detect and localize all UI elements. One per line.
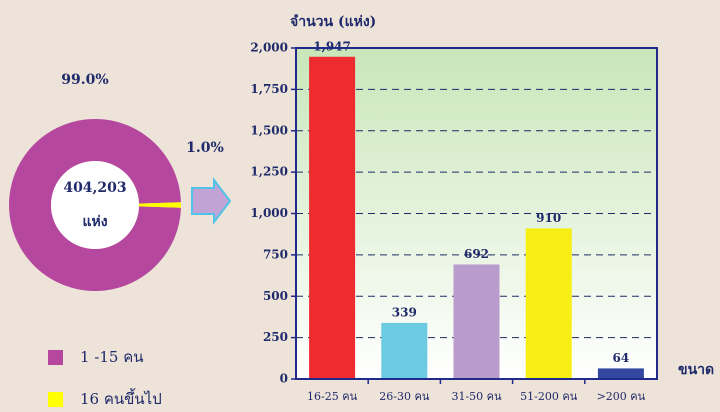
x-tick-label: 31-50 คน	[451, 390, 502, 403]
x-tick-label: 16-25 คน	[307, 390, 358, 403]
x-tick-label: 51-200 คน	[520, 390, 578, 403]
value-label: 64	[613, 351, 630, 365]
y-tick-label: 1,250	[250, 165, 288, 179]
slice-label: 1.0%	[186, 140, 224, 156]
y-tick-label: 750	[263, 247, 288, 261]
x-tick-label: >200 คน	[597, 390, 646, 403]
legend-swatch	[48, 392, 63, 407]
arrow	[191, 177, 232, 225]
y-axis-label: จำนวน (แห่ง)	[290, 14, 376, 30]
plot-border	[295, 47, 658, 380]
legend-swatch	[48, 350, 63, 365]
bar	[309, 56, 356, 380]
legend-label: 16 คนขึ้นไป	[80, 388, 162, 408]
y-tick-label: 1,500	[250, 123, 288, 137]
center-label: 404,203	[63, 180, 126, 196]
bar	[381, 322, 428, 379]
bar	[453, 264, 500, 379]
y-tick-label: 1,000	[250, 206, 288, 220]
x-tick-label: 26-30 คน	[379, 390, 430, 403]
y-tick-label: 1,750	[250, 82, 288, 96]
value-label: 692	[464, 247, 489, 261]
value-label: 1,947	[313, 39, 351, 53]
bar	[597, 368, 644, 379]
donut-slice	[138, 202, 181, 208]
legend-label: 1 -15 คน	[80, 348, 144, 366]
donut-hole	[51, 161, 139, 249]
donut-slice	[9, 119, 181, 291]
y-tick-label: 2,000	[250, 41, 288, 55]
center-unit: แห่ง	[82, 214, 107, 230]
y-tick-label: 500	[263, 289, 288, 303]
x-axis-label: ขนาด	[678, 362, 714, 378]
y-tick-label: 0	[280, 372, 288, 386]
bar	[525, 228, 572, 379]
value-label: 339	[392, 305, 417, 319]
slice-label: 99.0%	[61, 72, 108, 88]
value-label: 910	[536, 211, 561, 225]
y-tick-label: 250	[263, 330, 288, 344]
